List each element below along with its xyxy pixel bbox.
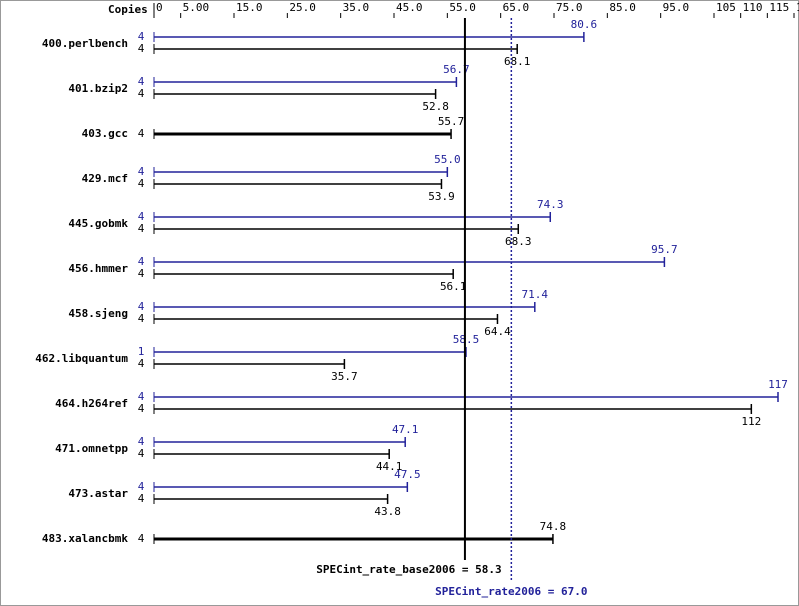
copies: 4 bbox=[138, 447, 145, 460]
x-tick-label: 105 bbox=[716, 1, 736, 14]
value-label: 56.1 bbox=[440, 280, 467, 293]
value-label: 117 bbox=[768, 378, 788, 391]
x-tick-label: 115 bbox=[769, 1, 789, 14]
copies: 4 bbox=[138, 390, 145, 403]
copies: 4 bbox=[138, 532, 145, 545]
benchmark-label: 473.astar bbox=[68, 487, 128, 500]
x-tick-label: 120 bbox=[796, 1, 799, 14]
copies: 4 bbox=[138, 42, 145, 55]
value-label: 52.8 bbox=[422, 100, 449, 113]
value-label: 55.0 bbox=[434, 153, 461, 166]
value-label: 44.1 bbox=[376, 460, 403, 473]
copies: 4 bbox=[138, 87, 145, 100]
benchmark-label: 483.xalancbmk bbox=[42, 532, 128, 545]
x-tick-label: 85.0 bbox=[609, 1, 636, 14]
copies: 4 bbox=[138, 75, 145, 88]
copies: 4 bbox=[138, 435, 145, 448]
value-label: 53.9 bbox=[428, 190, 455, 203]
value-label: 68.3 bbox=[505, 235, 532, 248]
copies: 4 bbox=[138, 255, 145, 268]
value-label: 56.7 bbox=[443, 63, 470, 76]
value-label: 58.5 bbox=[453, 333, 480, 346]
x-tick-label: 65.0 bbox=[503, 1, 529, 14]
copies: 4 bbox=[138, 492, 145, 505]
copies: 1 bbox=[138, 345, 145, 358]
copies: 4 bbox=[138, 267, 145, 280]
copies: 4 bbox=[138, 127, 145, 140]
x-tick-label: 110 bbox=[743, 1, 763, 14]
value-label: 71.4 bbox=[522, 288, 549, 301]
copies: 4 bbox=[138, 300, 145, 313]
value-label: 47.5 bbox=[394, 468, 421, 481]
copies: 4 bbox=[138, 30, 145, 43]
value-label: 43.8 bbox=[374, 505, 401, 518]
reference-label: SPECint_rate_base2006 = 58.3 bbox=[316, 563, 501, 576]
copies: 4 bbox=[138, 312, 145, 325]
value-label: 35.7 bbox=[331, 370, 358, 383]
value-label: 47.1 bbox=[392, 423, 419, 436]
value-label: 112 bbox=[741, 415, 761, 428]
value-label: 55.7 bbox=[438, 115, 465, 128]
reference-label: SPECint_rate2006 = 67.0 bbox=[435, 585, 587, 598]
x-tick-label: 55.0 bbox=[449, 1, 476, 14]
value-label: 74.3 bbox=[537, 198, 564, 211]
benchmark-label: 456.hmmer bbox=[68, 262, 128, 275]
benchmark-label: 462.libquantum bbox=[35, 352, 128, 365]
benchmark-label: 458.sjeng bbox=[68, 307, 128, 320]
value-label: 80.6 bbox=[571, 18, 598, 31]
benchmark-label: 471.omnetpp bbox=[55, 442, 128, 455]
value-label: 95.7 bbox=[651, 243, 678, 256]
x-tick-label: 75.0 bbox=[556, 1, 583, 14]
copies: 4 bbox=[138, 480, 145, 493]
x-tick-label: 5.00 bbox=[183, 1, 210, 14]
copies: 4 bbox=[138, 210, 145, 223]
benchmark-label: 401.bzip2 bbox=[68, 82, 128, 95]
value-label: 64.4 bbox=[484, 325, 511, 338]
benchmark-label: 464.h264ref bbox=[55, 397, 128, 410]
copies: 4 bbox=[138, 165, 145, 178]
x-tick-label: 15.0 bbox=[236, 1, 263, 14]
copies-header: Copies bbox=[108, 3, 148, 16]
x-tick-label: 0 bbox=[156, 1, 163, 14]
benchmark-label: 445.gobmk bbox=[68, 217, 128, 230]
benchmark-label: 403.gcc bbox=[82, 127, 128, 140]
x-tick-label: 95.0 bbox=[663, 1, 690, 14]
copies: 4 bbox=[138, 222, 145, 235]
copies: 4 bbox=[138, 402, 145, 415]
value-label: 74.8 bbox=[540, 520, 567, 533]
benchmark-label: 429.mcf bbox=[82, 172, 128, 185]
benchmark-label: 400.perlbench bbox=[42, 37, 128, 50]
x-tick-label: 45.0 bbox=[396, 1, 423, 14]
copies: 4 bbox=[138, 357, 145, 370]
value-label: 68.1 bbox=[504, 55, 531, 68]
x-tick-label: 25.0 bbox=[289, 1, 316, 14]
copies: 4 bbox=[138, 177, 145, 190]
x-tick-label: 35.0 bbox=[343, 1, 370, 14]
